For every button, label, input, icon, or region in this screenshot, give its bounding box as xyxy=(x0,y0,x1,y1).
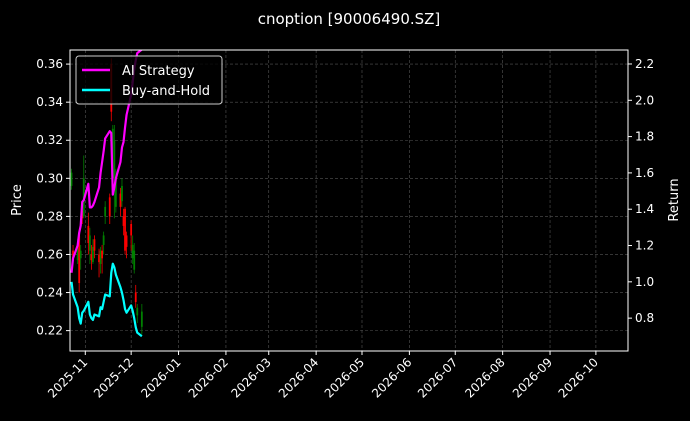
candle-body xyxy=(88,235,91,251)
y-tick-label-right: 2.0 xyxy=(635,93,654,107)
y-tick-label-right: 1.4 xyxy=(635,202,654,216)
candle-body xyxy=(108,197,111,217)
y-tick-label-left: 0.24 xyxy=(36,286,63,300)
legend: AI Strategy Buy-and-Hold xyxy=(75,55,223,105)
y-tick-label-left: 0.36 xyxy=(36,57,63,71)
x-tick-label: 2026-06 xyxy=(369,355,414,400)
x-tick-label: 2026-03 xyxy=(229,355,274,400)
y-axis-label-left: Price xyxy=(10,184,25,216)
x-tick-label: 2026-08 xyxy=(462,355,507,400)
candle-body xyxy=(72,250,74,259)
x-tick-label: 2026-10 xyxy=(556,355,601,400)
grid xyxy=(70,50,628,351)
y-axis-label-right: Return xyxy=(667,178,682,221)
x-tick-label: 2026-09 xyxy=(510,355,555,400)
candle-body xyxy=(140,311,143,327)
plot-frame xyxy=(69,49,629,352)
candle-body xyxy=(78,235,81,284)
candle-body xyxy=(98,254,100,263)
candle-body xyxy=(102,235,105,245)
x-tick-label: 2025-12 xyxy=(91,355,136,400)
x-tick-label: 2026-07 xyxy=(415,355,460,400)
candle-body xyxy=(87,225,90,244)
candle-body xyxy=(134,292,137,303)
candle-body xyxy=(124,208,126,251)
y-tick-label-left: 0.22 xyxy=(36,324,63,338)
candle-body xyxy=(79,250,82,259)
candle-body xyxy=(131,244,134,259)
y-tick-label-left: 0.34 xyxy=(36,95,63,109)
candle-body xyxy=(114,178,117,207)
y-tick-label-left: 0.30 xyxy=(36,171,63,185)
candle-body xyxy=(121,185,123,202)
y-tick-label-left: 0.26 xyxy=(36,247,63,261)
y-tick-label-right: 1.0 xyxy=(635,275,654,289)
x-tick-label: 2026-01 xyxy=(138,355,183,400)
candle-body xyxy=(101,250,104,259)
candle-body xyxy=(113,140,116,179)
x-tick-label: 2025-11 xyxy=(45,355,90,400)
candle-body xyxy=(125,235,128,247)
candle-body xyxy=(90,254,93,261)
y-tick-label-right: 1.2 xyxy=(635,239,654,253)
series-line-buy-and-hold xyxy=(70,262,143,338)
x-tick-label: 2026-05 xyxy=(322,355,367,400)
candle-body xyxy=(122,216,125,226)
candle-body xyxy=(119,193,122,207)
x-tick-label: 2026-04 xyxy=(276,355,321,400)
candle-body xyxy=(99,250,102,264)
candle-body xyxy=(76,244,79,261)
chart-title: cnoption [90006490.SZ] xyxy=(258,10,441,28)
x-tick-label: 2026-02 xyxy=(186,355,231,400)
legend-label-buy-and-hold: Buy-and-Hold xyxy=(122,84,210,99)
y-tick-label-right: 2.2 xyxy=(635,57,654,71)
candle-body xyxy=(70,172,73,186)
y-tick-label-right: 1.8 xyxy=(635,130,654,144)
y-tick-label-right: 0.8 xyxy=(635,311,654,325)
legend-label-ai-strategy: AI Strategy xyxy=(122,64,195,79)
y-tick-label-left: 0.28 xyxy=(36,209,63,223)
candle-body xyxy=(92,246,94,263)
y-tick-label-right: 1.6 xyxy=(635,166,654,180)
candle-body xyxy=(104,206,107,217)
candle-body xyxy=(111,128,114,141)
candle-body xyxy=(136,307,139,316)
y-tick-label-left: 0.32 xyxy=(36,133,63,147)
candle-body xyxy=(130,224,133,236)
candle-body xyxy=(93,239,96,251)
candle-body xyxy=(133,250,136,270)
